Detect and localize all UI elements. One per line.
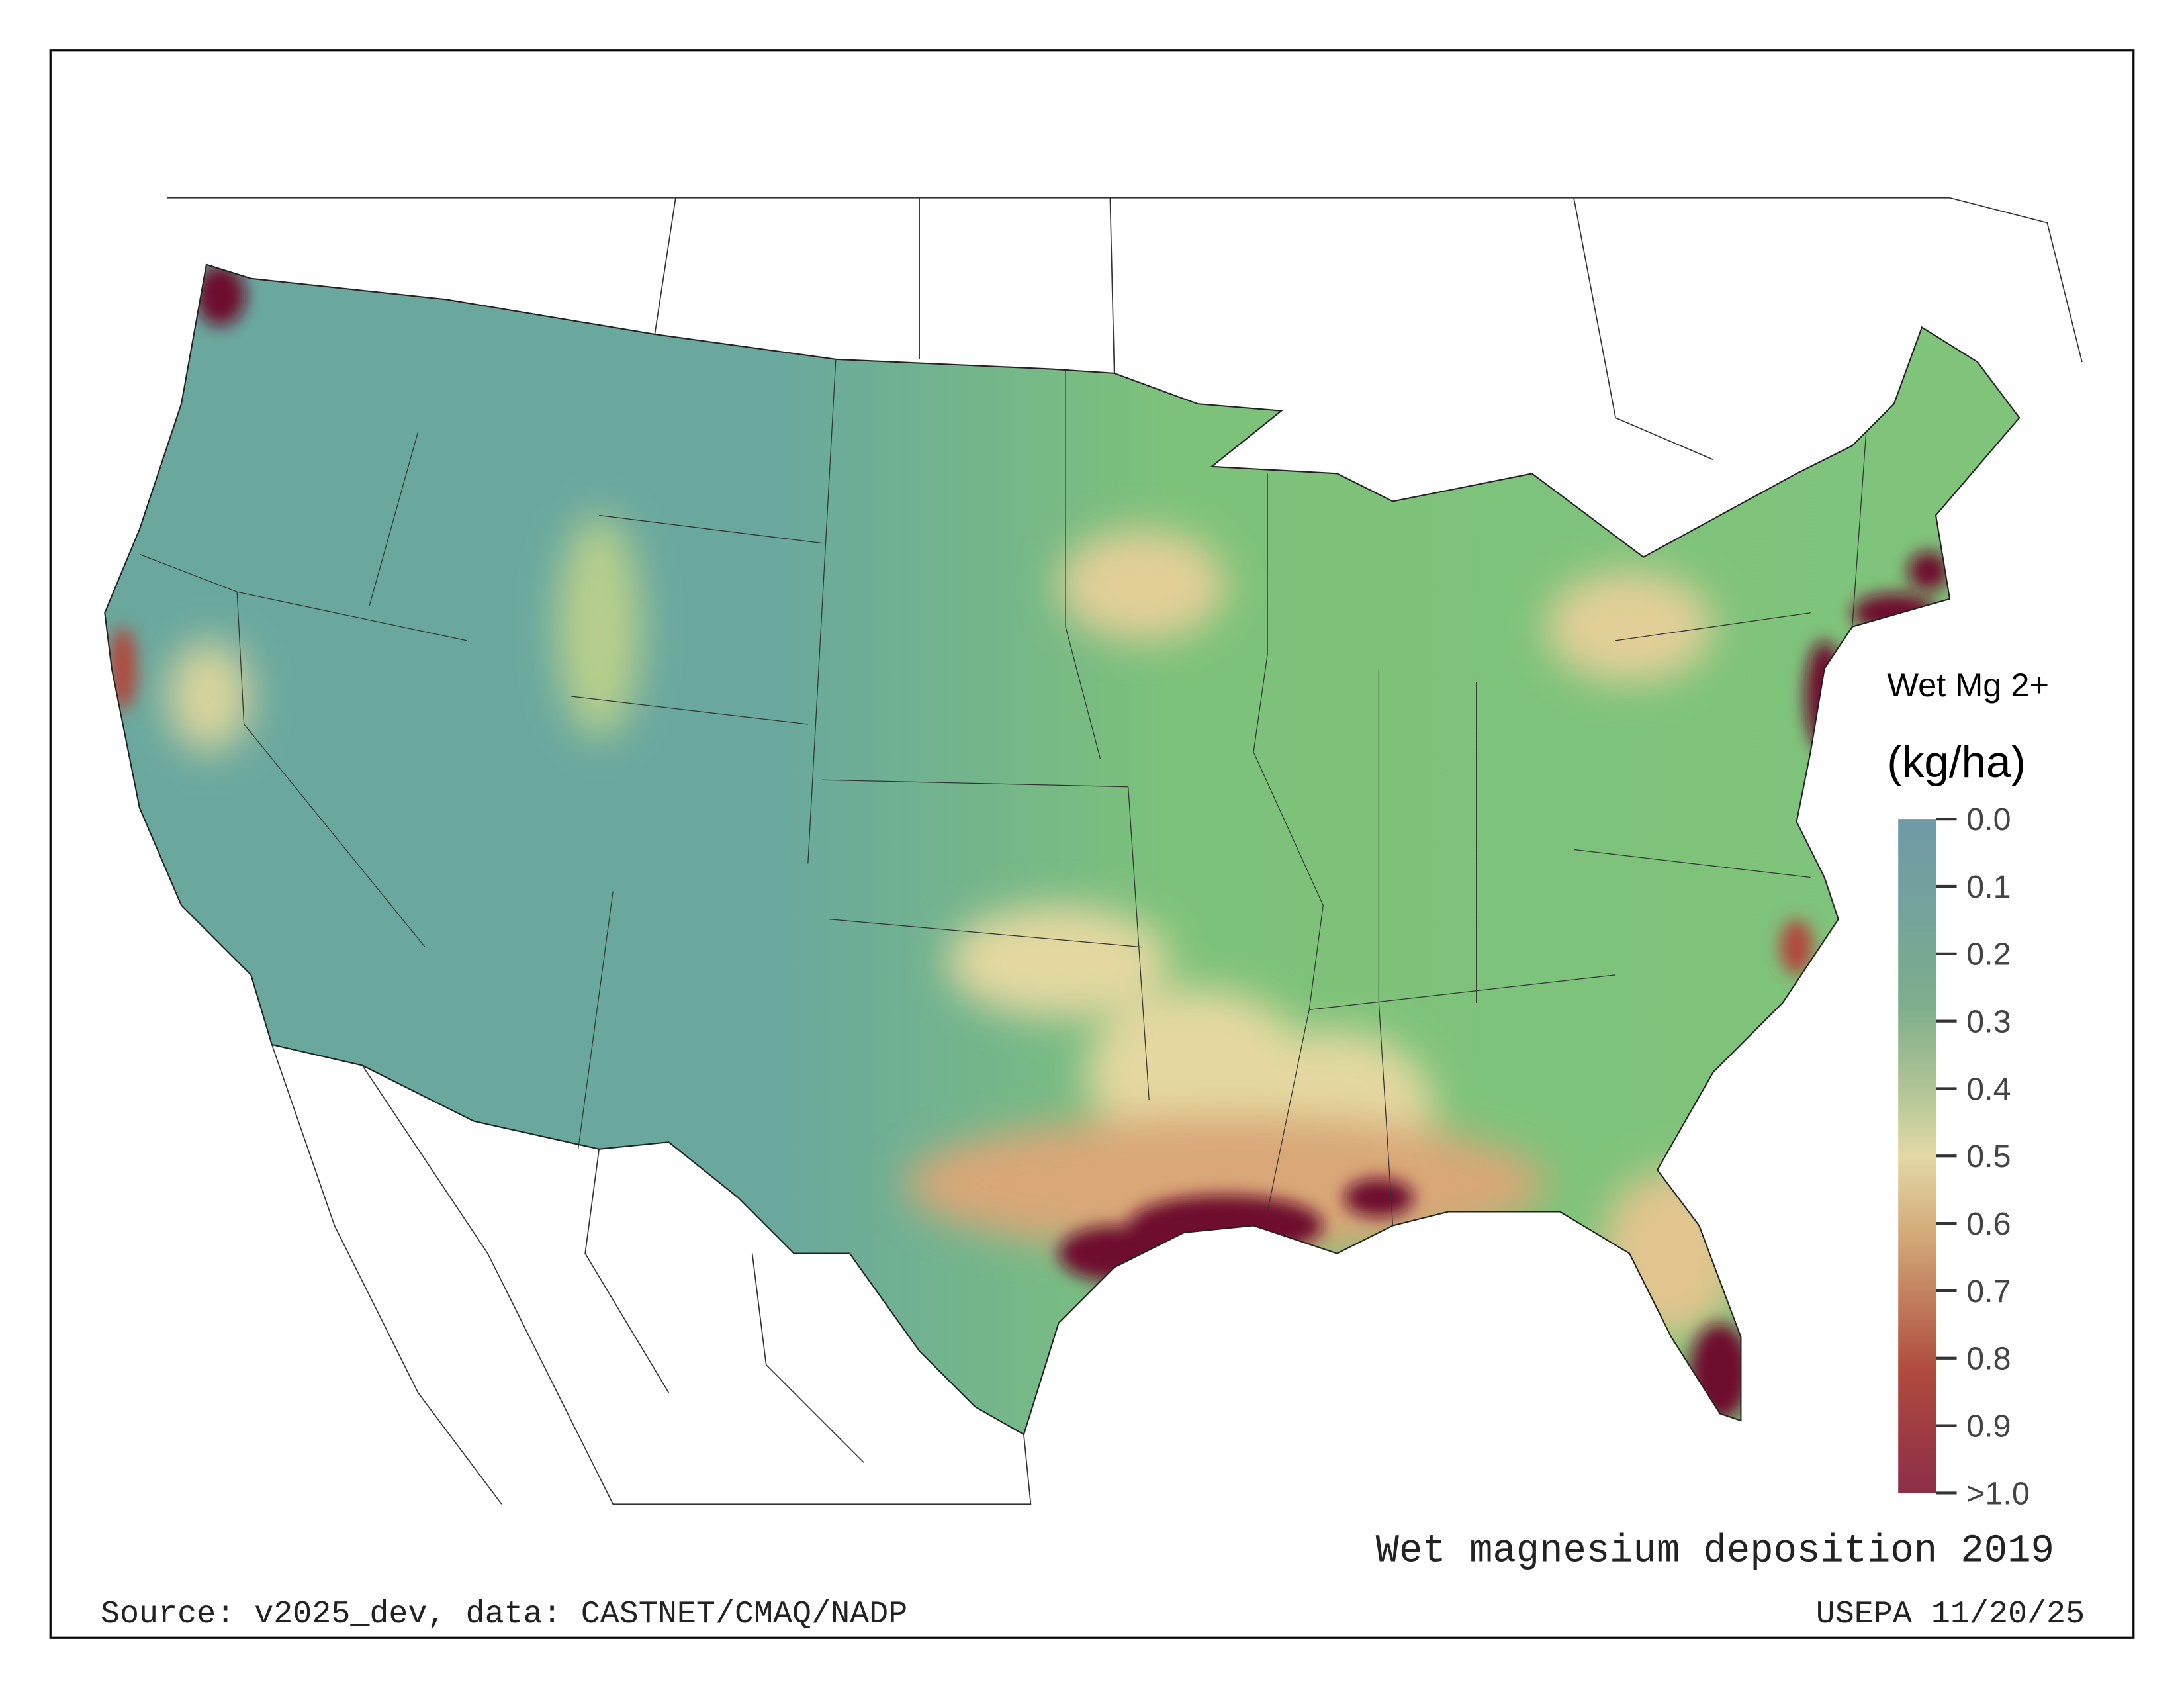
legend-tick-label: 0.8 — [1966, 1341, 2011, 1377]
legend-tick-label: >1.0 — [1966, 1476, 2030, 1511]
legend-tick-label: 0.1 — [1966, 869, 2011, 905]
legend-tick-label: 0.9 — [1966, 1408, 2011, 1444]
color-legend: Wet Mg 2+ (kg/ha) 0.0 0.1 0.2 0.3 0.4 0.5 0.6 0… — [1887, 666, 2049, 1511]
map-title: Wet magnesium deposition 2019 — [1376, 1529, 2054, 1573]
state-boundaries — [139, 359, 1867, 1226]
legend-colorbar — [1898, 819, 1936, 1493]
legend-tick-label: 0.0 — [1966, 802, 2011, 837]
legend-tick-label: 0.2 — [1966, 937, 2011, 972]
legend-tick-label: 0.4 — [1966, 1071, 2011, 1107]
neighbor-country-outlines — [167, 197, 2083, 1505]
legend-tick-label: 0.7 — [1966, 1274, 2011, 1309]
legend-tick-label: 0.3 — [1966, 1004, 2011, 1039]
credit-note: USEPA 11/20/25 — [1816, 1596, 2085, 1632]
source-note: Source: v2025_dev, data: CASTNET/CMAQ/NA… — [101, 1596, 907, 1632]
legend-tick-label: 0.5 — [1966, 1139, 2011, 1174]
legend-units: (kg/ha) — [1887, 737, 2026, 787]
legend-title: Wet Mg 2+ — [1887, 666, 2049, 704]
legend-tick-label: 0.6 — [1966, 1206, 2011, 1242]
